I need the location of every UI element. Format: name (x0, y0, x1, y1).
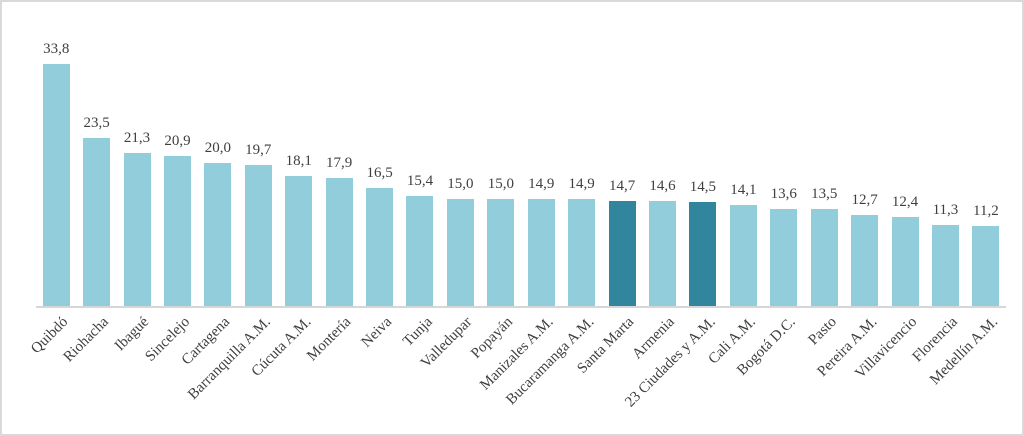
bar-value-label: 20,9 (164, 133, 191, 150)
bar-highlighted (608, 200, 636, 306)
bar-value-label: 14,7 (608, 177, 636, 194)
bar-value-label: 11,2 (973, 202, 999, 219)
bar-value-label: 14,5 (689, 179, 717, 196)
x-axis-label: Montería (304, 314, 355, 365)
x-axis-label: Tunja (399, 314, 436, 350)
bar-value-label: 14,9 (528, 176, 555, 193)
bar (931, 225, 959, 306)
x-axis-label: Neiva (358, 314, 395, 351)
bar (446, 198, 474, 306)
bar (123, 153, 151, 306)
bar-value-label: 12,4 (891, 194, 919, 211)
bar-value-label: 12,7 (851, 192, 878, 209)
bar-value-label: 13,5 (811, 186, 838, 203)
bar (972, 225, 1000, 306)
bar (649, 201, 676, 306)
bar-value-label: 33,8 (43, 41, 70, 57)
bar-value-label: 14,9 (568, 176, 595, 193)
bar (527, 199, 555, 306)
bar (487, 198, 515, 306)
bar-value-label: 15,0 (447, 175, 474, 192)
bar (204, 162, 232, 306)
bar (729, 205, 757, 306)
bar-value-label: 19,7 (245, 141, 272, 158)
bar-value-label: 20,0 (204, 139, 231, 156)
x-axis-line (36, 306, 1006, 308)
bar (891, 217, 919, 306)
bar-highlighted (689, 202, 717, 306)
bar-value-label: 13,6 (770, 185, 797, 202)
bar (568, 199, 596, 306)
bar-value-label: 14,1 (730, 182, 757, 199)
bar (163, 156, 191, 306)
bar (42, 64, 70, 306)
bar (325, 177, 353, 306)
bar-value-label: 15,4 (406, 172, 434, 189)
bar-value-label: 17,9 (326, 154, 353, 171)
bar (244, 164, 272, 306)
bar-value-label: 18,1 (285, 153, 312, 170)
bar-value-label: 14,6 (649, 178, 676, 195)
bar-value-label: 23,5 (83, 114, 110, 131)
bar-value-label: 11,3 (932, 202, 959, 219)
bar (406, 195, 434, 306)
bar (285, 176, 313, 306)
x-axis-label: Pasto (805, 314, 840, 349)
bar (83, 137, 111, 306)
bar-value-label: 15,0 (487, 175, 514, 192)
bar (810, 209, 838, 306)
bar-value-label: 16,5 (366, 164, 393, 181)
bar (770, 208, 798, 306)
bar (366, 187, 394, 306)
bar (851, 215, 879, 306)
bar-value-label: 21,3 (123, 130, 151, 147)
